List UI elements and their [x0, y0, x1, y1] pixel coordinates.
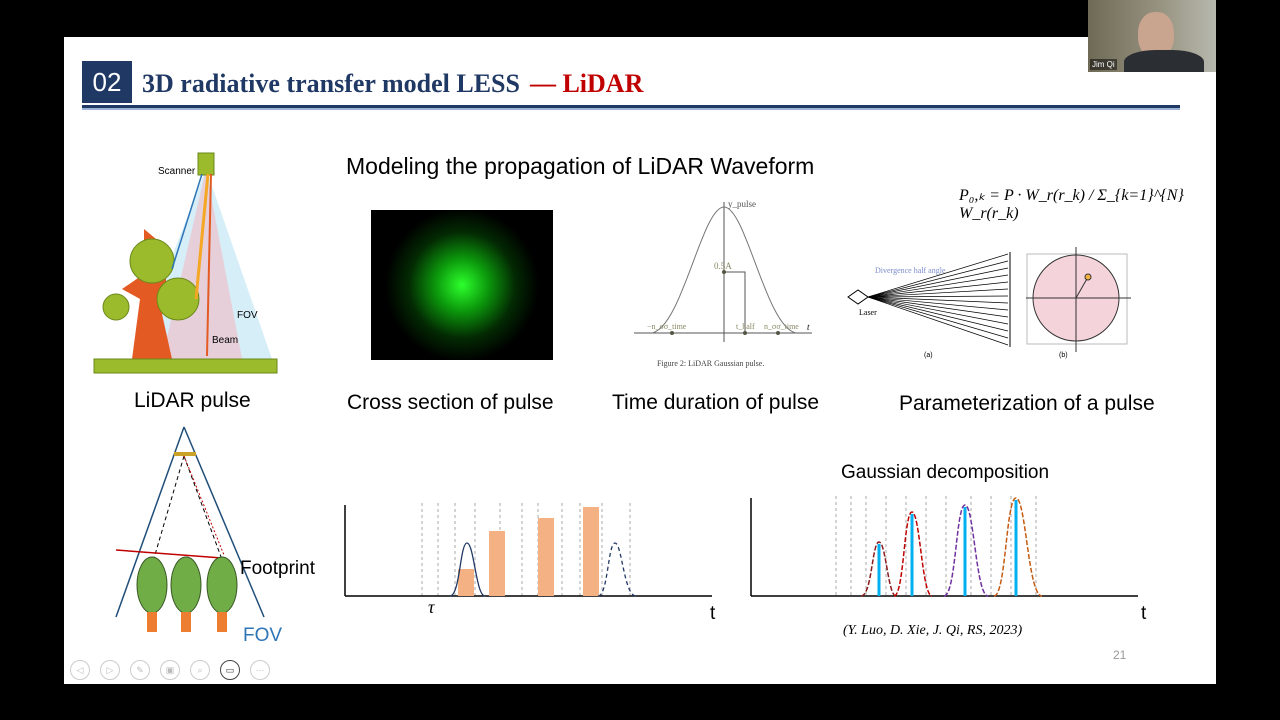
ray [867, 296, 1009, 325]
subfig-b-label: (b) [1059, 352, 1068, 359]
pulse-parameterization-diagram [847, 247, 1131, 352]
ray [867, 296, 1009, 304]
section-number: 02 [82, 61, 132, 103]
pulse-cross-section-image [371, 210, 553, 360]
gaussian-decomposition-plot [750, 496, 1138, 597]
t-label: t [807, 322, 810, 332]
scanner-label: Scanner [158, 166, 196, 177]
camera-icon[interactable]: ▭ [220, 660, 240, 680]
ray [867, 296, 1009, 311]
ray [867, 296, 1009, 318]
citation: (Y. Luo, D. Xie, J. Qi, RS, 2023) [843, 623, 1023, 638]
laser-label: Laser [859, 308, 877, 317]
fov-label: FOV [237, 310, 258, 321]
footprint-label: Footprint [240, 558, 315, 579]
thalf-label: t_half [736, 322, 755, 331]
y-axis-label: y_pulse [728, 199, 756, 209]
slides-icon[interactable]: ▣ [160, 660, 180, 680]
title-suffix: — LiDAR [529, 69, 644, 98]
tau-label: τ [428, 597, 435, 617]
slide-title: 3D radiative transfer model LESS — LiDAR [142, 69, 643, 99]
ray [867, 296, 1009, 339]
participant-shirt [1124, 50, 1204, 72]
caption-cross-section: Cross section of pulse [347, 391, 554, 414]
ray [867, 267, 1009, 298]
ray [867, 281, 1009, 298]
ray [867, 295, 1009, 298]
beam-label: Beam [212, 335, 239, 346]
caption-time-duration: Time duration of pulse [612, 391, 819, 414]
divergence-label: Divergence half angle [875, 266, 946, 275]
t-axis-label-2: t [1141, 603, 1147, 624]
half-amplitude-label: 0.5A [714, 261, 732, 271]
title-rule [82, 105, 1180, 108]
page-number: 21 [1113, 648, 1127, 662]
heading: Modeling the propagation of LiDAR Wavefo… [346, 153, 815, 179]
ray [867, 253, 1009, 298]
ray [867, 288, 1009, 298]
figure-caption: Figure 2: LiDAR Gaussian pulse. [657, 359, 765, 368]
ray [867, 296, 1009, 346]
next-slide-button[interactable]: ▷ [100, 660, 120, 680]
gaussian-pulse-plot [634, 202, 812, 342]
waveform-plot [344, 503, 712, 597]
more-icon[interactable]: ··· [250, 660, 270, 680]
participant-name: Jim Qi [1090, 59, 1117, 70]
fov-label-2: FOV [243, 625, 283, 646]
ray [867, 296, 1009, 332]
zoom-icon[interactable]: ⌕ [190, 660, 210, 680]
subfig-a-label: (a) [924, 352, 933, 359]
caption-parameterization: Parameterization of a pulse [899, 392, 1155, 415]
gaussian-decomposition-title: Gaussian decomposition [841, 462, 1050, 483]
left-label: −n_σσ_time [647, 322, 687, 331]
ray [867, 260, 1009, 298]
right-label: n_σσ_time [764, 322, 799, 331]
slide: 02 3D radiative transfer model LESS — LiD… [64, 37, 1216, 684]
ray [867, 274, 1009, 298]
pulse-formula: P₀,ₖ = P · W_r(r_k) / Σ_{k=1}^{N} W_r(r_… [959, 187, 1184, 222]
pen-icon[interactable]: ✎ [130, 660, 150, 680]
title-text: 3D radiative transfer model LESS [142, 69, 520, 98]
participant-video: Jim Qi [1088, 0, 1216, 72]
caption-lidar-pulse: LiDAR pulse [134, 389, 251, 412]
previous-slide-button[interactable]: ◁ [70, 660, 90, 680]
t-axis-label: t [710, 603, 716, 624]
footprint-diagram [115, 426, 265, 632]
lidar-pulse-diagram [93, 152, 278, 374]
